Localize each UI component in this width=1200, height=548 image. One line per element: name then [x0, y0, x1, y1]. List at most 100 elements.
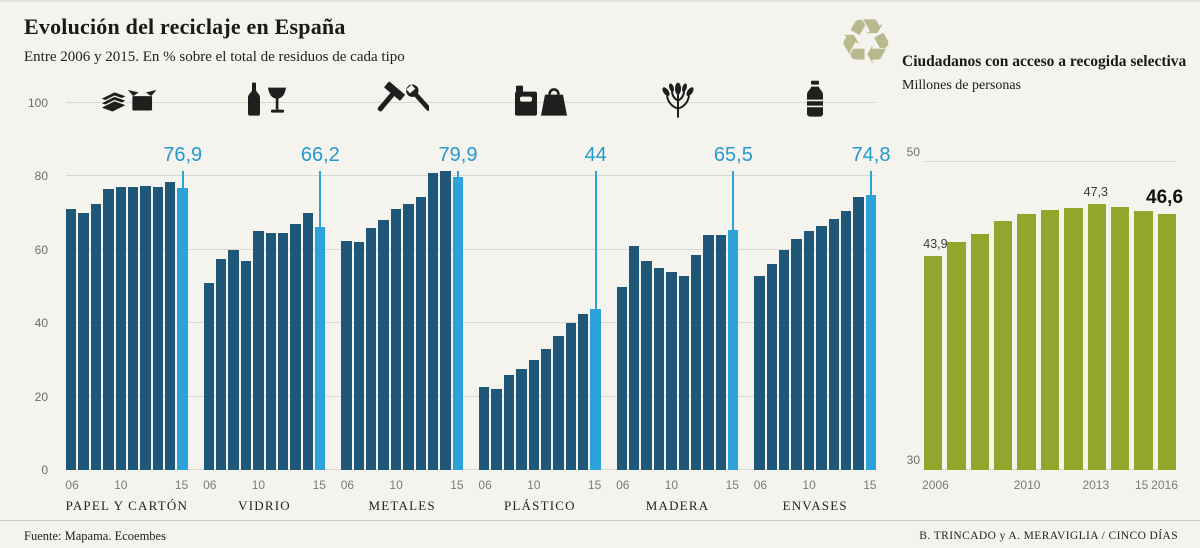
recycling-evolution-chart: 76,9 06 10 15 PAPEL Y CARTÓN 66,2 06 10 15 VIDRIO… [65, 80, 891, 513]
category-label: PAPEL Y CARTÓN [65, 498, 189, 513]
category-label: MADERA [645, 498, 710, 513]
y-tick-label: 100 [27, 96, 48, 110]
bar-12 [828, 218, 839, 470]
bar-15 [865, 195, 877, 470]
main-chart-y-axis: 0 20 40 60 80 100 [14, 96, 48, 477]
bar-13 [565, 323, 577, 470]
bar-06 [616, 286, 628, 470]
y-tick-label: 0 [41, 463, 48, 477]
y-tick-label: 50 [906, 145, 920, 160]
y-tick-label: 60 [34, 242, 48, 257]
highlight-value-label: 66,2 [300, 144, 340, 167]
highlight-whisker [870, 170, 873, 196]
bars [66, 103, 188, 470]
x-tick-label: 10 [114, 478, 128, 492]
x-tick-label: 06 [65, 478, 79, 492]
bar-06 [341, 240, 352, 470]
bar-11 [265, 233, 276, 470]
bar-2008 [970, 234, 990, 470]
category-group-5: 65,5 06 10 15 MADERA [616, 82, 753, 513]
highlight-whisker [457, 170, 460, 177]
bar-13 [840, 211, 852, 470]
right-chart-header: Ciudadanos con acceso a recogida selecti… [902, 52, 1194, 94]
bar-15 [728, 229, 739, 470]
value-annotation: 43,9 [923, 236, 948, 251]
bar-12 [415, 196, 426, 470]
bar-09 [240, 260, 252, 470]
x-tick-label: 15 [863, 478, 877, 492]
bar-10 [115, 187, 126, 470]
x-tick-label: 15 [312, 478, 326, 492]
x-tick-label: 2010 [1013, 478, 1041, 492]
bar-13 [427, 172, 439, 470]
bar-14 [853, 196, 864, 470]
plastic-bottle-icon [804, 80, 826, 124]
category-group-1: 76,9 06 10 15 PAPEL Y CARTÓN [65, 89, 202, 513]
bar-2011 [1040, 209, 1060, 470]
selective-collection-chart: 43,9 47,3 46,6 2006 2010 2013 15 2016 [922, 161, 1183, 492]
bar-10 [803, 231, 815, 470]
footer-divider [0, 520, 1200, 521]
bar-14 [578, 314, 589, 470]
right-chart-title: Ciudadanos con acceso a recogida selecti… [902, 53, 1187, 70]
bar-08 [90, 203, 102, 470]
highlight-value-label: 79,9 [438, 144, 478, 167]
x-tick-label: 15 [587, 478, 602, 492]
bar-06 [203, 282, 215, 470]
bar-09 [653, 268, 665, 470]
latest-value-label: 46,6 [1146, 187, 1184, 209]
bar-06 [66, 209, 77, 470]
bar-09 [516, 369, 527, 470]
bar-15 [590, 308, 601, 470]
highlight-whisker [181, 170, 184, 188]
page-title: Evolución del reciclaje en España [24, 14, 346, 39]
bar-11 [127, 187, 139, 470]
category-label: VIDRIO [238, 498, 291, 513]
bar-2006 [924, 255, 943, 470]
bar-2010 [1017, 214, 1036, 470]
category-label: METALES [368, 498, 436, 513]
bar-groups: 76,9 06 10 15 PAPEL Y CARTÓN 66,2 06 10 15 VIDRIO… [65, 80, 891, 513]
bar-11 [678, 275, 689, 470]
x-tick-label: 10 [527, 478, 541, 492]
x-tick-label: 06 [478, 478, 492, 492]
gridline [66, 248, 876, 250]
header: Evolución del reciclaje en España Entre … [24, 14, 405, 66]
bar-08 [366, 227, 377, 470]
value-annotation: 47,3 [1083, 184, 1108, 199]
bar-10 [390, 209, 402, 470]
source-note: Fuente: Mapama. Ecoembes [24, 529, 166, 543]
y-tick-label: 40 [34, 316, 48, 331]
highlight-whisker [594, 170, 597, 309]
gridline [924, 161, 1176, 162]
bar-2015 [1134, 211, 1153, 470]
x-tick-label: 10 [664, 478, 679, 492]
bar-2016 [1157, 214, 1176, 470]
bar-10 [666, 271, 677, 470]
x-tick-label: 06 [616, 478, 630, 492]
bar-13 [152, 187, 163, 470]
highlight-value-label: 65,5 [713, 144, 753, 167]
right-chart-subtitle: Millones de personas [902, 78, 1021, 94]
y-tick-label: 30 [906, 453, 920, 468]
page-subtitle: Entre 2006 y 2015. En % sobre el total d… [24, 49, 405, 65]
recycling-icon: ♻ [838, 5, 894, 78]
x-tick-label: 15 [1134, 478, 1149, 492]
highlight-value-label: 44 [584, 144, 607, 167]
jerrycan-bag-icon [512, 82, 568, 123]
tools-icon [375, 81, 431, 123]
bar-07 [491, 389, 502, 470]
y-tick-label: 20 [34, 389, 48, 404]
y-tick-label: 80 [34, 169, 48, 184]
bar-2007 [947, 242, 966, 470]
bar-07 [78, 213, 89, 470]
bar-14 [165, 181, 176, 470]
bars [754, 103, 877, 470]
bar-2013 [1087, 203, 1106, 470]
x-tick-label: 2013 [1082, 478, 1110, 492]
right-chart-y-axis: 30 50 [896, 145, 920, 470]
bar-2012 [1064, 208, 1083, 470]
bar-08 [503, 374, 515, 470]
bars [479, 103, 601, 470]
